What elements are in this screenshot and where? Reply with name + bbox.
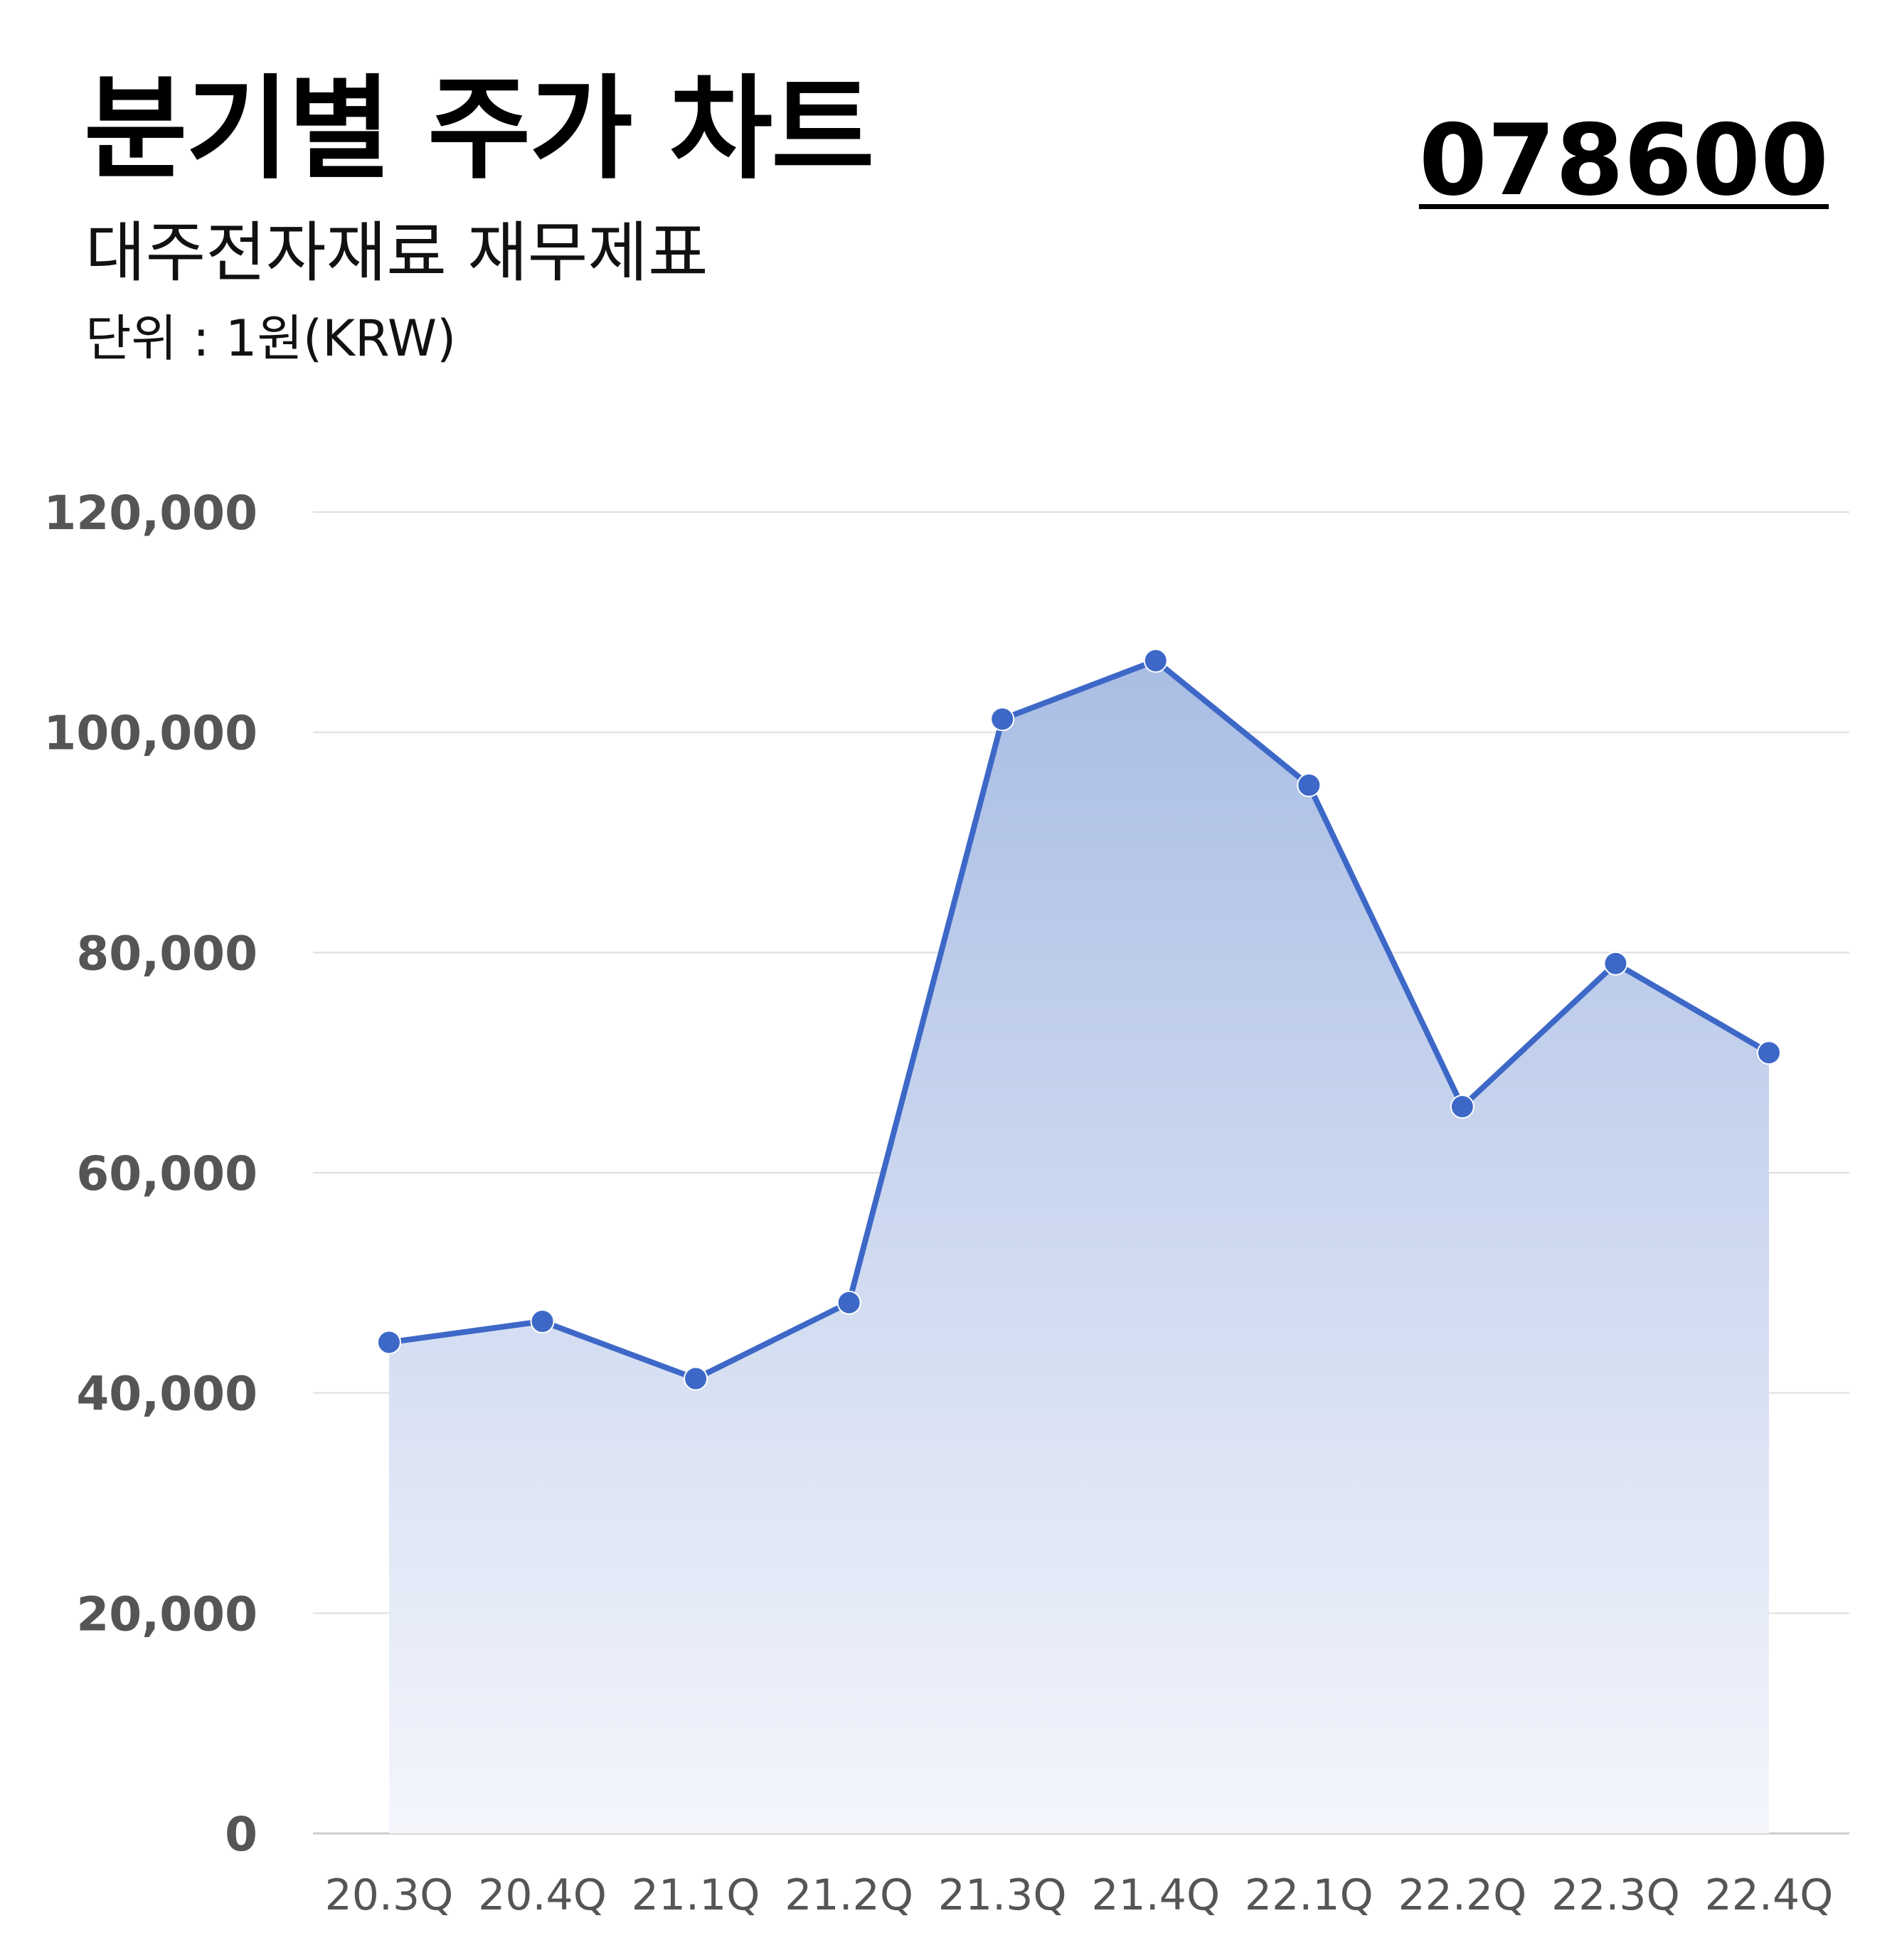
y-tick-label: 20,000 [76, 1587, 257, 1641]
data-point [530, 1309, 555, 1334]
x-tick-label: 20.3Q [325, 1870, 454, 1920]
data-point [1297, 772, 1322, 797]
x-axis-ticks: 20.3Q 20.4Q 21.1Q 21.2Q 21.3Q 21.4Q 22.1Q 22.2Q… [325, 1870, 1834, 1920]
chart-subtitle: 대주전자재료 재무제표 [85, 215, 708, 291]
y-axis-ticks: 0 20,000 40,000 60,000 80,000 100,000 120,000 [43, 486, 257, 1862]
series-line-layer [386, 658, 1772, 1382]
y-tick-label: 120,000 [43, 486, 257, 540]
y-tick-label: 40,000 [76, 1367, 257, 1422]
data-point [684, 1366, 708, 1391]
area-fill [389, 661, 1769, 1833]
data-point [990, 707, 1015, 732]
x-tick-label: 22.4Q [1705, 1870, 1834, 1920]
data-points [377, 649, 1781, 1391]
x-tick-label: 22.1Q [1245, 1870, 1373, 1920]
data-point [377, 1330, 401, 1355]
x-tick-label: 22.3Q [1551, 1870, 1680, 1920]
data-point [1757, 1040, 1781, 1065]
y-tick-label: 60,000 [76, 1146, 257, 1201]
x-tick-label: 21.4Q [1091, 1870, 1220, 1920]
y-tick-label: 0 [225, 1807, 257, 1862]
data-point [1603, 951, 1628, 976]
series-line [386, 658, 1772, 1382]
data-point [1143, 649, 1168, 673]
y-tick-label: 100,000 [43, 706, 257, 761]
stock-code: 078600 [1418, 103, 1829, 218]
area-fill-layer [389, 661, 1769, 1833]
x-tick-label: 21.2Q [785, 1870, 913, 1920]
chart-title: 분기별 주가 차트 [84, 64, 875, 195]
x-tick-label: 22.2Q [1398, 1870, 1526, 1920]
unit-label: 단위 : 1원(KRW) [85, 309, 457, 368]
x-tick-label: 20.4Q [478, 1870, 607, 1920]
x-tick-label: 21.1Q [632, 1870, 760, 1920]
y-tick-label: 80,000 [76, 926, 257, 981]
data-point [836, 1290, 861, 1315]
data-point [1450, 1094, 1474, 1119]
x-tick-label: 21.3Q [938, 1870, 1067, 1920]
